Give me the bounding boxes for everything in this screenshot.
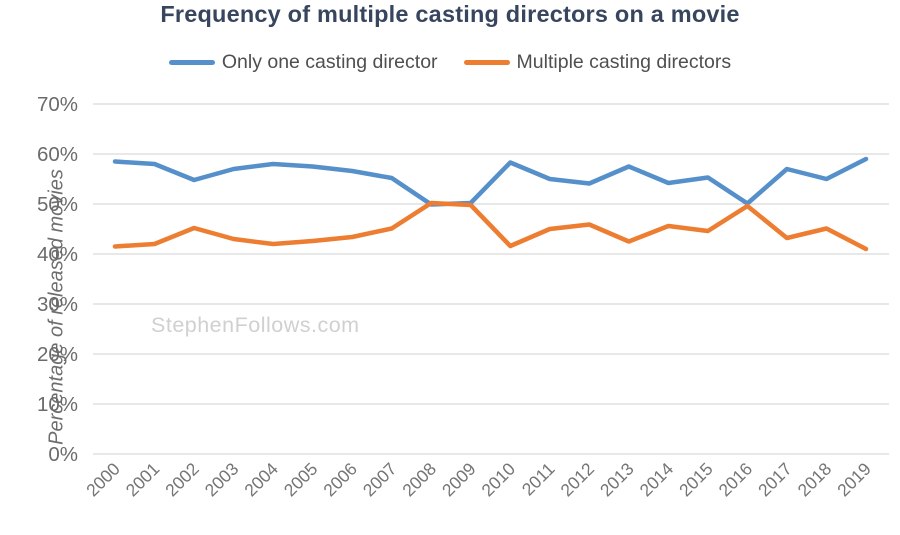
x-tick-label: 2014 bbox=[636, 459, 678, 501]
y-tick-label: 60% bbox=[37, 143, 78, 166]
x-tick-label: 2015 bbox=[675, 459, 717, 501]
x-tick-label: 2019 bbox=[833, 459, 875, 501]
legend-item-only-one: Only one casting director bbox=[168, 51, 438, 74]
legend-label-multiple: Multiple casting directors bbox=[516, 51, 732, 73]
y-tick-label: 30% bbox=[37, 293, 78, 316]
x-tick-label: 2018 bbox=[794, 459, 836, 501]
x-tick-label: 2008 bbox=[398, 459, 440, 501]
x-tick-label: 2011 bbox=[518, 459, 559, 500]
x-tick-label: 2004 bbox=[240, 459, 282, 501]
x-tick-label: 2001 bbox=[122, 459, 164, 501]
x-tick-label: 2005 bbox=[280, 459, 322, 501]
x-tick-label: 2002 bbox=[161, 459, 203, 501]
x-tick-label: 2007 bbox=[359, 459, 401, 501]
x-tick-label: 2012 bbox=[556, 459, 598, 501]
series-line-multiple-casting-directors bbox=[112, 200, 869, 252]
x-tick-label: 2016 bbox=[715, 459, 757, 501]
y-tick-label: 50% bbox=[37, 193, 78, 216]
series-line-only-one-casting-director bbox=[112, 156, 869, 207]
y-tick-label: 20% bbox=[37, 343, 78, 366]
y-tick-label: 10% bbox=[37, 393, 78, 416]
x-tick-label: 2010 bbox=[477, 459, 519, 501]
legend-swatch-blue-icon bbox=[168, 59, 215, 66]
x-tick-label: 2006 bbox=[319, 459, 361, 501]
x-tick-label: 2013 bbox=[596, 459, 638, 501]
chart-title: Frequency of multiple casting directors … bbox=[160, 1, 740, 27]
legend-label-only-one: Only one casting director bbox=[221, 51, 438, 73]
legend-item-multiple: Multiple casting directors bbox=[463, 51, 732, 74]
y-tick-label: 40% bbox=[37, 243, 78, 266]
chart-legend: Only one casting director Multiple casti… bbox=[0, 51, 900, 74]
x-tick-label: 2000 bbox=[82, 459, 124, 501]
x-tick-label: 2003 bbox=[201, 459, 243, 501]
watermark: StephenFollows.com bbox=[151, 313, 360, 337]
y-tick-label: 0% bbox=[48, 443, 78, 466]
legend-swatch-orange-icon bbox=[463, 59, 510, 66]
x-tick-label: 2009 bbox=[438, 459, 480, 501]
x-tick-label: 2017 bbox=[754, 459, 796, 501]
y-tick-label: 70% bbox=[37, 93, 78, 116]
